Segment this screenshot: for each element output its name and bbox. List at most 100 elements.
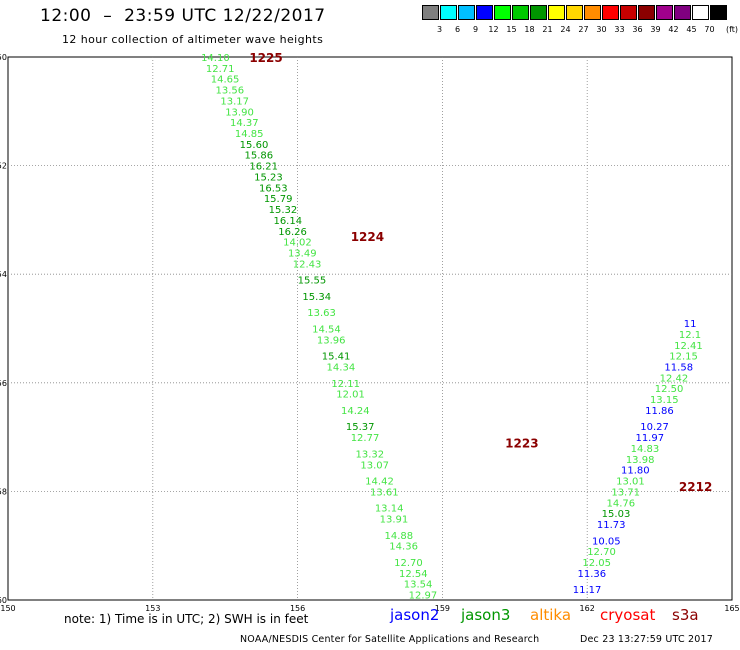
- y-tick-label: -56: [0, 379, 7, 388]
- data-point-label: 13.15: [650, 395, 679, 406]
- legend-swatch-label: 33: [614, 25, 625, 34]
- legend-swatch-label: 18: [524, 25, 535, 34]
- time-label: 2212: [679, 480, 712, 494]
- data-point-label: 12.50: [655, 384, 684, 395]
- y-tick-label: -54: [0, 270, 7, 279]
- legend-cryosat: cryosat: [600, 606, 656, 624]
- y-tick-label: -60: [0, 596, 7, 605]
- legend-swatch: [494, 5, 511, 20]
- legend-swatch: [656, 5, 673, 20]
- footer-credit: NOAA/NESDIS Center for Satellite Applica…: [240, 634, 540, 645]
- data-point-label: 16.53: [259, 183, 288, 194]
- data-point-label: 15.60: [240, 140, 269, 151]
- data-point-label: 13.07: [360, 460, 389, 471]
- data-point-label: 13.17: [220, 96, 249, 107]
- data-point-label: 14.10: [201, 53, 230, 64]
- legend-swatch: [422, 5, 439, 20]
- legend-swatch-label: 45: [686, 25, 697, 34]
- data-point-label: 16.26: [278, 227, 307, 238]
- legend-swatch: [674, 5, 691, 20]
- data-point-label: 11.97: [635, 433, 664, 444]
- x-tick-label: 159: [435, 604, 450, 613]
- data-point-label: 11.58: [664, 363, 693, 374]
- y-tick-label: -50: [0, 53, 7, 62]
- data-point-label: 15.79: [264, 194, 293, 205]
- data-point-label: 13.54: [404, 580, 433, 591]
- data-point-label: 14.54: [312, 325, 341, 336]
- data-point-label: 15.55: [298, 276, 327, 287]
- legend-swatch-label: 9: [472, 25, 479, 34]
- data-point-label: 14.42: [365, 477, 394, 488]
- plot-frame: [7, 56, 733, 601]
- legend-altika: altika: [530, 606, 572, 624]
- time-label: 1224: [351, 230, 384, 244]
- data-point-label: 15.37: [346, 422, 375, 433]
- x-tick-label: 162: [580, 604, 595, 613]
- y-tick-label: -52: [0, 162, 7, 171]
- data-point-label: 13.32: [356, 449, 385, 460]
- data-point-label: 13.56: [216, 86, 245, 97]
- data-point-label: 16.21: [249, 162, 278, 173]
- time-label: 1223: [505, 437, 538, 451]
- data-point-label: 12.43: [293, 259, 322, 270]
- legend-s3a: s3a: [672, 606, 699, 624]
- data-point-label: 12.05: [582, 558, 611, 569]
- y-tick-label: -58: [0, 487, 7, 496]
- x-tick-label: 165: [724, 604, 739, 613]
- x-tick-label: 150: [0, 604, 15, 613]
- data-point-label: 13.96: [317, 335, 346, 346]
- legend-jason3: jason3: [461, 606, 511, 624]
- legend-jason2: jason2: [390, 606, 440, 624]
- data-point-label: 12.77: [351, 433, 380, 444]
- data-point-label: 14.83: [631, 444, 660, 455]
- legend-swatch-label: 21: [542, 25, 553, 34]
- legend-swatch-label: 6: [454, 25, 461, 34]
- data-point-label: 13.49: [288, 248, 317, 259]
- data-point-label: 14.36: [389, 542, 418, 553]
- legend-swatch: [458, 5, 475, 20]
- data-point-label: 14.85: [235, 129, 264, 140]
- data-point-label: 12.70: [587, 547, 616, 558]
- data-point-label: 15.03: [602, 509, 631, 520]
- legend-swatch-label: 27: [578, 25, 589, 34]
- data-point-label: 14.02: [283, 238, 312, 249]
- legend-swatch-label: 24: [560, 25, 571, 34]
- data-point-label: 13.14: [375, 504, 404, 515]
- data-point-label: 12.71: [206, 64, 235, 75]
- data-point-label: 14.88: [384, 531, 413, 542]
- data-point-label: 15.32: [269, 205, 298, 216]
- time-label: 1225: [249, 51, 282, 65]
- footer-note: note: 1) Time is in UTC; 2) SWH is in fe…: [64, 612, 309, 626]
- data-point-label: 12.97: [409, 591, 438, 602]
- data-point-label: 12.41: [674, 341, 703, 352]
- data-point-label: 14.76: [607, 498, 636, 509]
- data-point-label: 11.36: [578, 569, 607, 580]
- data-point-label: 12.70: [394, 558, 423, 569]
- legend-swatch-label: 39: [650, 25, 661, 34]
- legend-swatch-label: 12: [488, 25, 499, 34]
- data-point-label: 12.01: [336, 390, 365, 401]
- data-point-label: 15.34: [302, 292, 331, 303]
- data-point-label: 15.23: [254, 172, 283, 183]
- legend-swatch-label: 42: [668, 25, 679, 34]
- legend-swatch: [548, 5, 565, 20]
- data-point-label: 10.05: [592, 536, 621, 547]
- legend-swatch-label: 36: [632, 25, 643, 34]
- data-point-label: 13.63: [307, 308, 336, 319]
- data-point-label: 13.98: [626, 455, 655, 466]
- data-point-label: 10.27: [640, 422, 669, 433]
- data-point-label: 11.86: [645, 406, 674, 417]
- data-point-label: 12.11: [331, 379, 360, 390]
- data-point-label: 14.65: [211, 75, 240, 86]
- legend-swatch: [530, 5, 547, 20]
- legend-swatch: [476, 5, 493, 20]
- legend-swatch-label: 15: [506, 25, 517, 34]
- legend-swatch-label: 30: [596, 25, 607, 34]
- data-point-label: 12.1: [679, 330, 701, 341]
- data-point-label: 12.42: [660, 373, 689, 384]
- legend-swatch: [710, 5, 727, 20]
- legend-unit: (ft): [725, 25, 739, 34]
- data-point-label: 16.14: [273, 216, 302, 227]
- data-point-label: 12.54: [399, 569, 428, 580]
